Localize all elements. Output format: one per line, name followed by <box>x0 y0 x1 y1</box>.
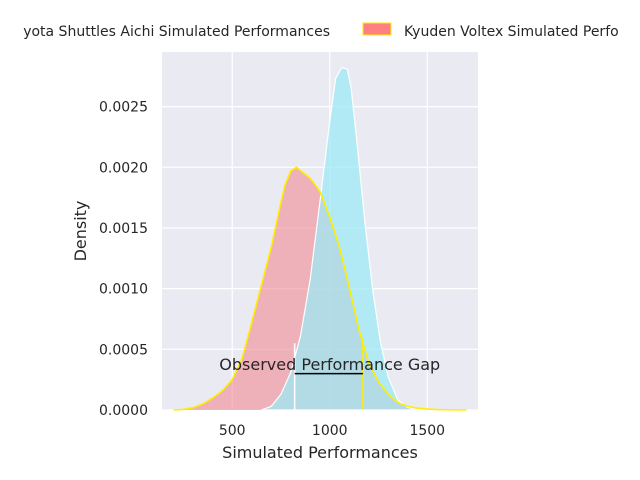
legend-swatch-kyuden <box>362 22 392 36</box>
tick-labels: 500 1000 1500 0.0000 0.0005 0.0010 0.0015 0.002… <box>99 100 445 439</box>
y-axis-label: Density <box>71 201 90 262</box>
line-kyuden <box>173 166 467 411</box>
density-areas <box>173 67 467 411</box>
legend: yota Shuttles Aichi Simulated Performanc… <box>23 22 619 40</box>
y-tick-label: 0.0000 <box>99 403 148 419</box>
legend-label-toyota: yota Shuttles Aichi Simulated Performanc… <box>23 24 330 40</box>
reference-lines <box>293 337 364 410</box>
y-tick-label: 0.0020 <box>99 160 148 176</box>
x-tick-label: 1000 <box>312 423 348 439</box>
y-tick-label: 0.0005 <box>99 342 148 358</box>
x-axis-label: Simulated Performances <box>222 443 418 462</box>
legend-label-kyuden: Kyuden Voltex Simulated Perfo <box>404 24 619 40</box>
x-tick-label: 1500 <box>409 423 445 439</box>
y-tick-label: 0.0025 <box>99 100 148 116</box>
y-tick-label: 0.0010 <box>99 282 148 298</box>
annotation-observed-gap: Observed Performance Gap <box>219 355 440 374</box>
y-tick-label: 0.0015 <box>99 221 148 237</box>
x-tick-label: 500 <box>219 423 246 439</box>
